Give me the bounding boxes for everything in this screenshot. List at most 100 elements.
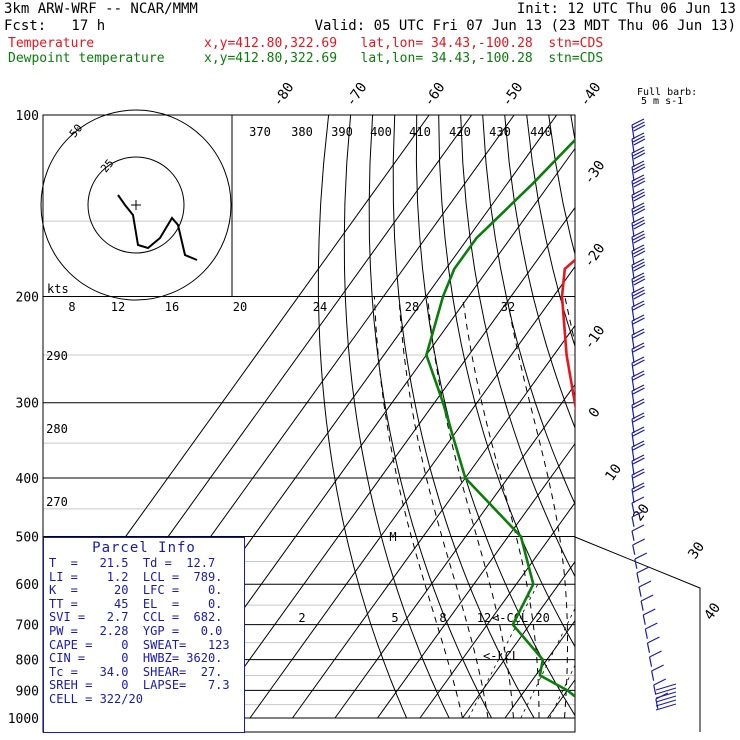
wind-barb [644, 628, 648, 639]
theta-label: 430 [489, 125, 511, 139]
moist-adiabat-line [564, 296, 575, 345]
moist-adiabat-line [667, 297, 740, 719]
mixing-ratio-line [610, 584, 671, 718]
wind-barb-flag [631, 412, 645, 420]
isotherm-line [207, 206, 575, 719]
mixing-ratio-label: 28 [405, 300, 419, 314]
pressure-tick-label: 400 [16, 472, 39, 487]
wind-barb-flag [632, 443, 645, 451]
wind-barb [631, 222, 635, 238]
isotherm-label: -70 [343, 80, 371, 110]
dry-adiabat-line [593, 115, 740, 718]
parcel-info-panel: Parcel Info T = 21.5 Td = 12.7 LI = 1.2 … [43, 537, 245, 733]
wind-barb-flag [645, 622, 658, 630]
theta-label: 420 [449, 125, 471, 139]
parcel-row-li: LI = 1.2 LCL = 789. [49, 569, 223, 584]
wind-barb-flag [632, 415, 645, 423]
dewpoint-field-location: x,y=412.80,322.69 lat,lon= 34.43,-100.28… [204, 51, 604, 66]
wind-barb-flag [631, 398, 645, 406]
wind-barb-flag [633, 264, 646, 272]
wind-barb-flag [632, 331, 645, 339]
wind-barb-flag [632, 219, 645, 227]
wind-barb [631, 264, 635, 280]
wind-barb [631, 166, 635, 182]
wind-barb-low [655, 703, 677, 711]
wind-barb-low [655, 695, 677, 703]
wind-barb-flag [633, 208, 646, 216]
wind-barb [631, 488, 635, 504]
isotherm-label: -10 [581, 323, 609, 353]
wind-barb [631, 432, 635, 448]
pressure-tick-label: 1000 [8, 712, 39, 727]
wind-barb [631, 278, 635, 294]
wind-barb-flag [632, 233, 645, 241]
parcel-row-tc: Tc = 34.0 SHEAR= 27. [49, 664, 223, 679]
dry-adiabat-line [637, 115, 740, 718]
isotherm-line [590, 115, 740, 718]
surface-parcel-marker [604, 698, 612, 706]
wind-barb-flag [632, 317, 645, 325]
wind-barb-low [655, 691, 677, 699]
theta-label: 380 [291, 125, 313, 139]
wind-barb-flag [633, 124, 646, 132]
wind-barb-flag [631, 384, 645, 392]
wind-barb-flag [633, 166, 646, 174]
dry-adiabat-line [415, 115, 575, 717]
wind-barb [634, 558, 638, 569]
isotherm-line [675, 115, 740, 718]
wind-barb-flag [632, 163, 645, 171]
wind-barb-flag [631, 496, 645, 504]
isotherm-line [419, 501, 575, 719]
dry-adiabat-line [659, 115, 740, 718]
wind-barb [651, 670, 655, 681]
wind-barb-flag [632, 191, 645, 199]
dry-adiabat-line [438, 115, 575, 648]
parcel-row-pw: PW = 2.28 YGP = 0.0 [49, 623, 223, 638]
hodograph-ring-label: 25 [98, 157, 116, 176]
isotherm-label: 10 [602, 461, 625, 484]
wind-barb-flag [632, 485, 645, 493]
wind-barb-flag [631, 440, 645, 448]
wind-barb-flag [631, 342, 645, 350]
wind-barb-flag [642, 608, 656, 616]
wind-barb-flag [632, 345, 645, 353]
theta-label: 410 [409, 125, 431, 139]
wind-barb-flag [632, 457, 645, 465]
wind-barb [632, 544, 636, 555]
wind-barb-flag [631, 174, 645, 182]
isotherm-label: 40 [701, 600, 724, 623]
dry-adiabat-line [460, 115, 575, 578]
pressure-tick-label: 700 [16, 619, 39, 634]
wind-barb [631, 516, 635, 527]
wind-barb-flag [633, 292, 646, 300]
wind-barb-flag [631, 356, 645, 364]
wind-barb-flag [633, 194, 646, 202]
dewpoint-field-name: Dewpoint temperature [8, 51, 165, 66]
wind-barb-flag [653, 678, 667, 686]
wind-barb-flag [631, 482, 645, 490]
parcel-row-cape: CAPE = 0 SWEAT= 123 [49, 637, 230, 652]
isotherm-line [249, 265, 575, 719]
hodograph-trace [117, 194, 198, 261]
wind-barb [631, 530, 635, 541]
parcel-row-sreh: SREH = 0 LAPSE= 7.3 [49, 678, 230, 693]
wind-barb-flag [632, 373, 645, 381]
wind-barb-flag [631, 132, 645, 140]
wind-barb [631, 446, 635, 462]
dry-adiabat-line [317, 115, 408, 719]
wind-barb-flag [632, 359, 645, 367]
wind-barb-flag [632, 121, 645, 129]
wind-barb [653, 684, 657, 695]
hodograph-units-label: kts [47, 282, 69, 296]
model-title: 3km ARW-WRF -- NCAR/MMM [4, 1, 198, 17]
pressure-tick-label: 300 [16, 397, 39, 412]
wind-barb [646, 642, 651, 653]
wind-barb-flag [632, 471, 645, 479]
forecast-hour: Fcst: 17 h [4, 18, 106, 34]
theta-side-label: 290 [46, 349, 68, 363]
wind-barb [631, 208, 635, 224]
wind-barb-flag [631, 510, 645, 518]
temperature-field-name: Temperature [8, 36, 95, 51]
isotherm-label: 30 [685, 539, 708, 562]
